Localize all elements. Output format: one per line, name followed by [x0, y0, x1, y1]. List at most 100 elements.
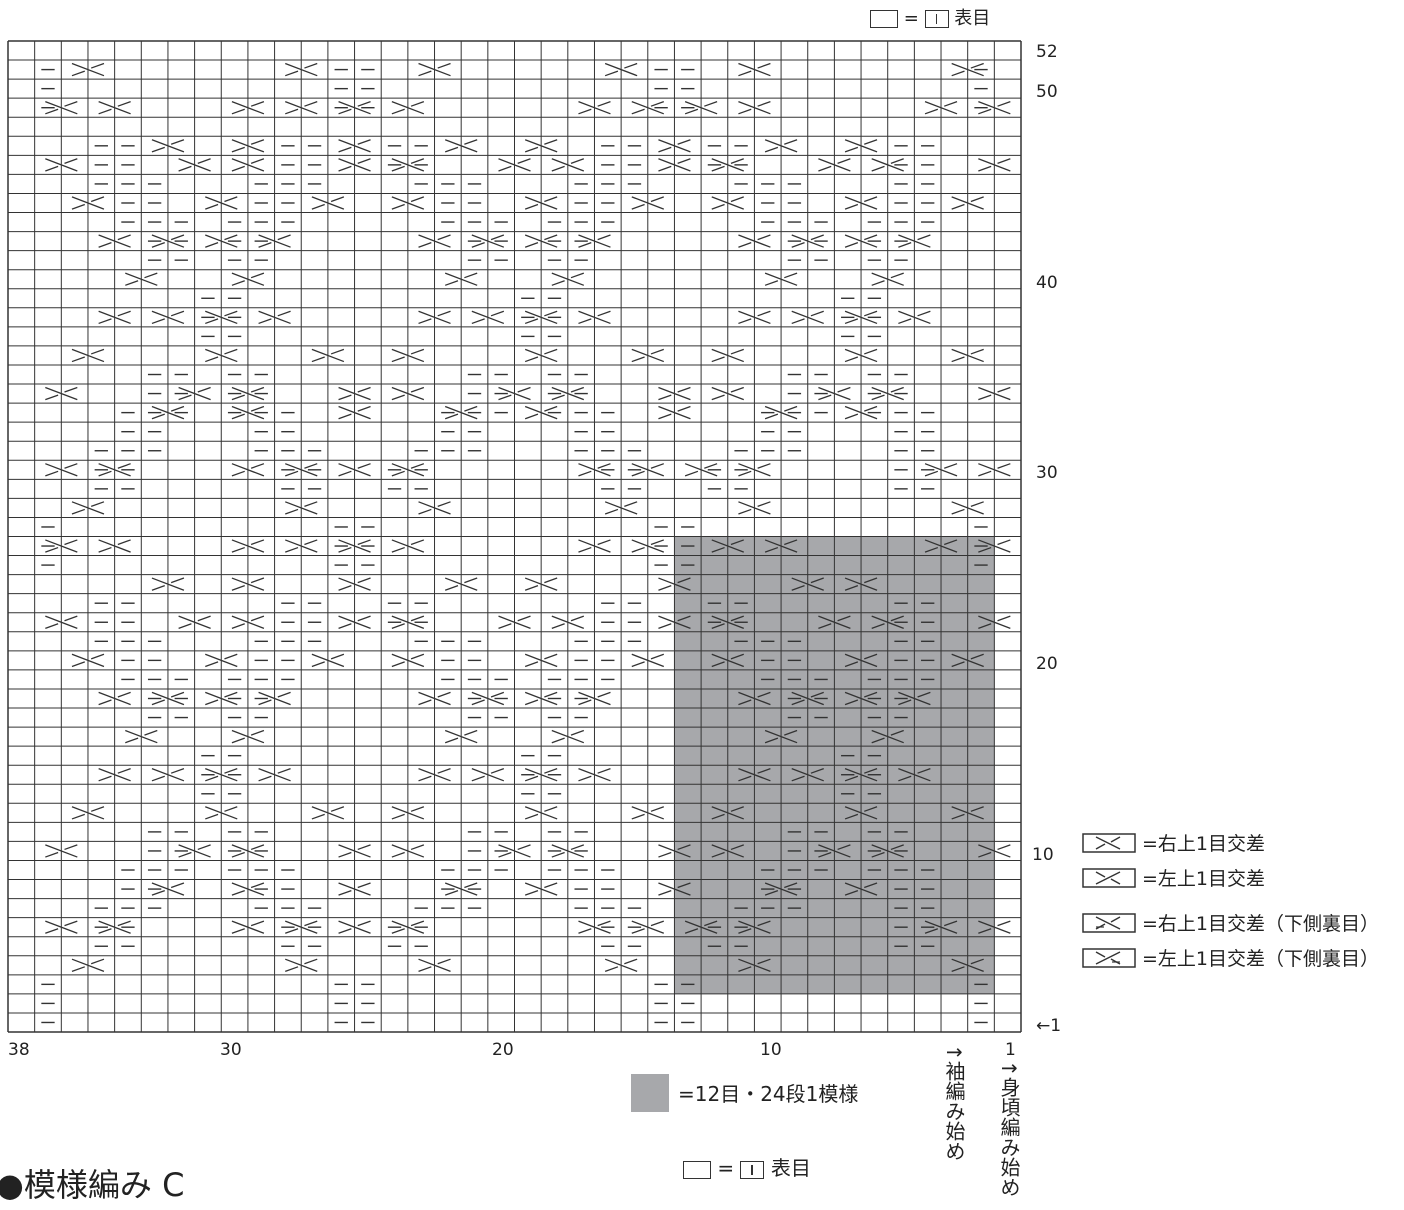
- cross-stroke: [151, 318, 165, 325]
- cross-stroke: [410, 539, 425, 546]
- cross-stroke: [658, 585, 672, 591]
- cross-stroke: [738, 928, 752, 934]
- cross-stroke: [151, 768, 185, 782]
- cross-stroke: [524, 882, 558, 896]
- cross-stroke: [498, 615, 531, 629]
- cross-stroke: [285, 501, 318, 515]
- cross-stroke: [98, 100, 131, 115]
- cross-stroke: [444, 280, 459, 286]
- cross-stroke: [951, 508, 965, 515]
- cross-stroke: [285, 928, 299, 934]
- cross-stroke: [844, 775, 859, 782]
- col-label-1: 1: [1005, 1040, 1016, 1060]
- cross-stroke: [997, 463, 1011, 469]
- cross-stroke: [677, 139, 691, 145]
- cross-mark: [338, 386, 371, 401]
- cross-mark: [844, 405, 878, 420]
- cross-stroke: [658, 394, 672, 401]
- cross-stroke: [524, 775, 539, 782]
- cross-stroke: [231, 280, 245, 286]
- cross-stroke: [951, 196, 984, 210]
- cross-mark: [791, 310, 824, 325]
- cross-stroke: [871, 280, 885, 286]
- cross-stroke: [90, 653, 105, 660]
- cross-stroke: [711, 806, 744, 820]
- cross-stroke: [205, 775, 219, 782]
- cross-stroke: [978, 108, 992, 115]
- cross-stroke: [444, 737, 459, 744]
- cross-stroke: [45, 539, 78, 553]
- cross-mark: [764, 882, 798, 896]
- cross-mark: [818, 386, 851, 401]
- bottom-legend: = 表目: [683, 1158, 811, 1179]
- cross-stroke: [391, 463, 425, 477]
- cross-mark: [391, 615, 425, 629]
- cross-stroke: [45, 615, 78, 629]
- cross-stroke: [658, 577, 691, 591]
- cross-stroke: [125, 280, 139, 286]
- cross-stroke: [391, 813, 405, 820]
- cross-stroke: [578, 463, 611, 477]
- cross-stroke: [64, 386, 78, 393]
- cross-mark: [551, 844, 585, 858]
- legend-right-cross: =右上1目交差: [1082, 829, 1265, 856]
- cross-mark: [844, 653, 878, 668]
- cross-stroke: [650, 348, 665, 355]
- row-label-52: 52: [1036, 42, 1058, 62]
- cross-mark: [898, 234, 931, 248]
- cross-stroke: [624, 62, 638, 69]
- cross-stroke: [524, 196, 558, 210]
- cross-stroke: [631, 356, 645, 363]
- cross-stroke: [170, 768, 185, 774]
- knit-stitch-icon: [924, 10, 949, 28]
- cross-stroke: [285, 463, 318, 477]
- cross-stroke: [631, 108, 645, 115]
- cross-mark: [418, 234, 451, 248]
- cross-mark: [951, 958, 984, 973]
- cross-mark: [471, 310, 505, 325]
- cross-stroke: [570, 272, 585, 279]
- cross-stroke: [471, 310, 505, 325]
- cross-mark: [498, 158, 531, 172]
- cross-mark: [524, 691, 558, 706]
- cross-stroke: [544, 691, 558, 698]
- cross-stroke: [631, 470, 645, 477]
- cross-stroke: [730, 653, 744, 660]
- cross-mark: [738, 100, 771, 115]
- cross-stroke: [71, 966, 85, 973]
- cross-mark: [98, 463, 131, 477]
- cross-mark: [338, 405, 371, 420]
- cross-stroke: [231, 394, 245, 401]
- cross-stroke: [231, 470, 245, 477]
- cross-stroke: [418, 775, 432, 782]
- cross-mark: [391, 463, 425, 477]
- cross-mark: [631, 348, 665, 363]
- cross-stroke: [951, 653, 984, 668]
- cross-mark: [151, 691, 185, 706]
- cross-stroke: [738, 691, 771, 706]
- cross-stroke: [711, 844, 744, 858]
- cross-stroke: [338, 413, 352, 420]
- cross-mark: [551, 386, 585, 401]
- cross-stroke: [498, 851, 512, 858]
- cross-stroke: [418, 699, 432, 706]
- cross-stroke: [631, 928, 645, 934]
- cross-mark: [684, 463, 718, 477]
- cross-stroke: [71, 356, 85, 363]
- cross-stroke: [338, 108, 352, 115]
- cross-stroke: [90, 501, 105, 508]
- cross-stroke: [551, 737, 565, 744]
- cross-mark: [285, 501, 318, 515]
- cross-stroke: [311, 653, 345, 668]
- cross-stroke: [231, 585, 245, 591]
- cross-mark: [898, 691, 931, 706]
- cross-stroke: [90, 958, 105, 965]
- cross-stroke: [338, 928, 352, 934]
- cross-stroke: [338, 539, 371, 553]
- cross-stroke: [570, 729, 585, 736]
- cross-stroke: [524, 585, 539, 591]
- cross-stroke: [791, 242, 805, 248]
- cross-mark: [524, 234, 558, 248]
- cross-stroke: [250, 100, 265, 107]
- cross-stroke: [258, 318, 272, 325]
